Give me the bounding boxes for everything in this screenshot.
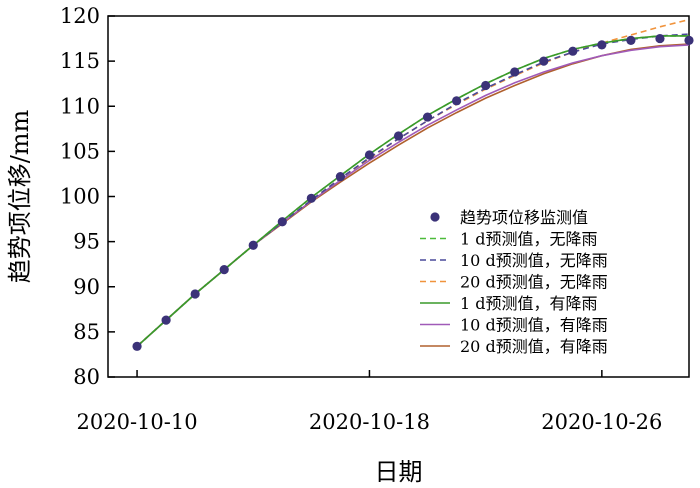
legend-label: 1 d预测值，有降雨 xyxy=(460,294,598,313)
y-axis-title: 趋势项位移/mm xyxy=(6,109,34,283)
data-point xyxy=(568,46,578,56)
y-tick-label: 95 xyxy=(73,230,100,254)
y-tick-label: 85 xyxy=(73,320,100,344)
series-line xyxy=(136,33,690,347)
series-line xyxy=(136,44,690,347)
data-point xyxy=(132,341,142,351)
data-point xyxy=(655,33,665,44)
data-point xyxy=(684,35,694,45)
series-layer xyxy=(132,18,694,351)
legend-label: 20 d预测值，有降雨 xyxy=(460,337,608,356)
y-axis: 80 85 90 95 100 105 110 115 120 xyxy=(60,4,115,389)
x-tick-label: 2020-10-18 xyxy=(309,410,430,434)
x-axis-title: 日期 xyxy=(375,458,423,486)
series-line xyxy=(136,18,690,347)
legend-marker xyxy=(430,212,440,222)
x-axis: 2020-10-10 2020-10-18 2020-10-26 xyxy=(77,370,662,434)
data-point xyxy=(335,172,345,182)
y-tick-label: 105 xyxy=(60,139,100,163)
data-point xyxy=(510,67,520,77)
data-point xyxy=(161,315,171,325)
series-line xyxy=(136,43,690,347)
y-tick-label: 90 xyxy=(73,275,100,299)
y-tick-label: 120 xyxy=(60,4,100,28)
x-tick-label: 2020-10-26 xyxy=(541,410,662,434)
legend-label: 10 d预测值，无降雨 xyxy=(460,251,608,270)
data-point xyxy=(190,289,200,299)
legend-label: 20 d预测值，无降雨 xyxy=(460,273,608,292)
y-tick-label: 80 xyxy=(73,365,100,389)
data-point xyxy=(422,112,433,122)
data-point xyxy=(481,80,491,91)
y-tick-label: 100 xyxy=(60,185,100,209)
legend: 趋势项位移监测值 1 d预测值，无降雨 10 d预测值，无降雨 20 d预测值，无降雨… xyxy=(420,208,608,356)
legend-label: 1 d预测值，无降雨 xyxy=(460,230,598,249)
data-point xyxy=(597,40,607,50)
data-point xyxy=(452,96,462,106)
data-point xyxy=(306,193,316,203)
data-point xyxy=(364,150,375,160)
series-line xyxy=(136,35,689,347)
data-point xyxy=(248,240,258,250)
legend-label: 10 d预测值，有降雨 xyxy=(460,316,608,335)
y-tick-label: 110 xyxy=(60,94,100,118)
data-point xyxy=(219,265,229,275)
data-point xyxy=(277,217,287,227)
data-point xyxy=(539,56,549,66)
x-tick-label: 2020-10-10 xyxy=(77,410,198,434)
data-point xyxy=(626,35,636,45)
y-tick-label: 115 xyxy=(60,49,100,73)
data-point xyxy=(393,131,404,141)
series-line xyxy=(136,35,689,347)
legend-label: 趋势项位移监测值 xyxy=(460,208,588,227)
